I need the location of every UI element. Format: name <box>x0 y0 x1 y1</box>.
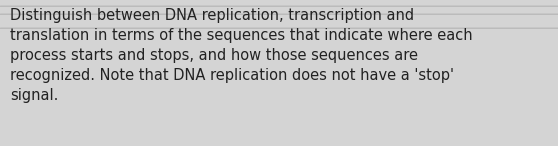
Text: Distinguish between DNA replication, transcription and
translation in terms of t: Distinguish between DNA replication, tra… <box>10 8 473 103</box>
